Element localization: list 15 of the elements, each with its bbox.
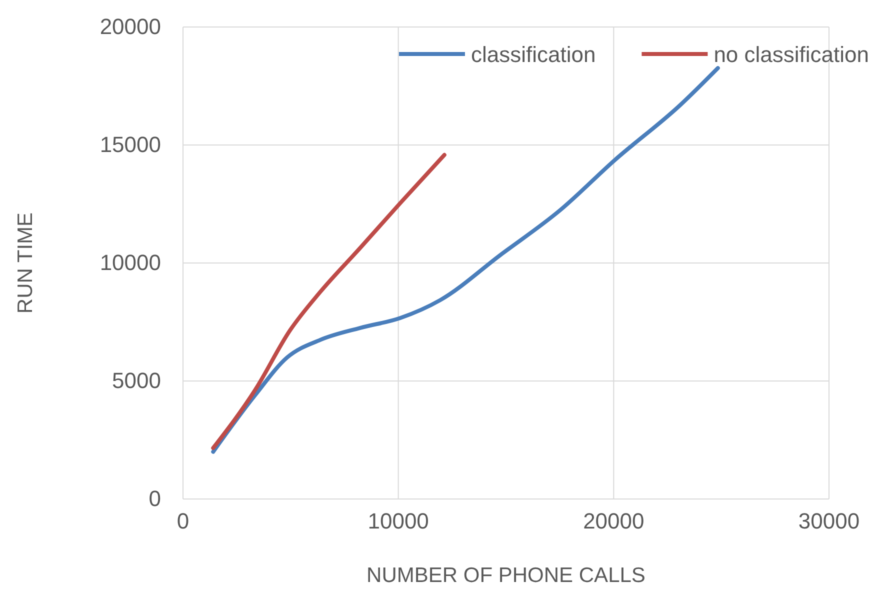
y-tick-label: 0 — [148, 486, 161, 512]
y-tick-label: 15000 — [100, 132, 161, 158]
y-tick-label: 5000 — [112, 368, 161, 394]
x-tick-label: 30000 — [798, 508, 860, 534]
y-tick-label: 10000 — [100, 250, 161, 276]
y-tick-label: 20000 — [100, 14, 161, 40]
line-series — [211, 152, 446, 450]
line-series — [211, 66, 720, 454]
y-axis-title: RUN TIME — [14, 212, 37, 314]
x-axis-title: NUMBER OF PHONE CALLS — [366, 564, 646, 587]
legend-label: no classification — [714, 42, 869, 67]
legend-label: classification — [470, 42, 596, 67]
x-tick-label: 10000 — [368, 508, 429, 534]
x-tick-label: 20000 — [583, 508, 644, 534]
x-tick-label: 0 — [176, 508, 190, 534]
